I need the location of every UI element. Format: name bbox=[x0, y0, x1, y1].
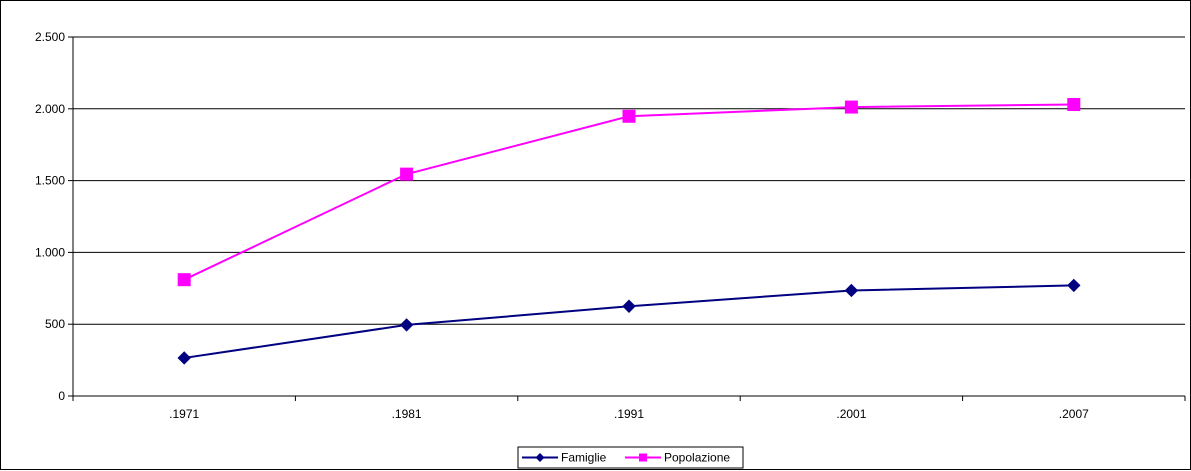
series-line-popolazione bbox=[183, 103, 1074, 281]
x-axis-ticks: .1971 .1981 .1991 .2001 .2007 bbox=[72, 396, 1186, 421]
data-point-famiglie bbox=[399, 318, 414, 332]
y-tick-label: 1.000 bbox=[35, 245, 65, 259]
y-tick-label: 1.500 bbox=[35, 174, 65, 188]
x-tick-label: .1991 bbox=[614, 407, 644, 421]
legend: Famiglie Popolazione bbox=[517, 446, 744, 469]
data-point-famiglie bbox=[1067, 278, 1081, 293]
data-point-popolazione bbox=[622, 109, 636, 123]
legend-label-popolazione: Popolazione bbox=[664, 451, 730, 465]
data-point-popolazione bbox=[1067, 97, 1081, 111]
data-point-popolazione bbox=[400, 167, 414, 181]
legend-marker bbox=[639, 453, 647, 462]
axes bbox=[72, 37, 1185, 397]
data-point-popolazione bbox=[177, 273, 191, 287]
x-tick-label: .2001 bbox=[836, 407, 866, 421]
data-point-popolazione bbox=[844, 100, 858, 114]
data-point-famiglie bbox=[844, 283, 859, 298]
data-point-famiglie bbox=[622, 299, 636, 313]
y-tick-label: 0 bbox=[58, 389, 65, 403]
x-tick-label: .1981 bbox=[392, 407, 422, 421]
series-line-famiglie bbox=[184, 284, 1074, 359]
y-tick-label: 2.000 bbox=[35, 102, 65, 116]
x-tick-label: .2007 bbox=[1059, 407, 1089, 421]
data-point-famiglie bbox=[177, 351, 191, 365]
y-tick-label: 2.500 bbox=[35, 30, 65, 44]
grid-lines bbox=[73, 36, 1185, 325]
series-lines bbox=[183, 103, 1074, 359]
x-tick-label: .1971 bbox=[169, 407, 199, 421]
legend-marker bbox=[535, 453, 545, 462]
y-tick-label: 500 bbox=[45, 317, 65, 331]
series-markers bbox=[177, 97, 1081, 365]
y-axis-ticks: 0 500 1.000 1.500 2.000 2.500 bbox=[35, 30, 73, 403]
legend-label-famiglie: Famiglie bbox=[561, 451, 607, 465]
